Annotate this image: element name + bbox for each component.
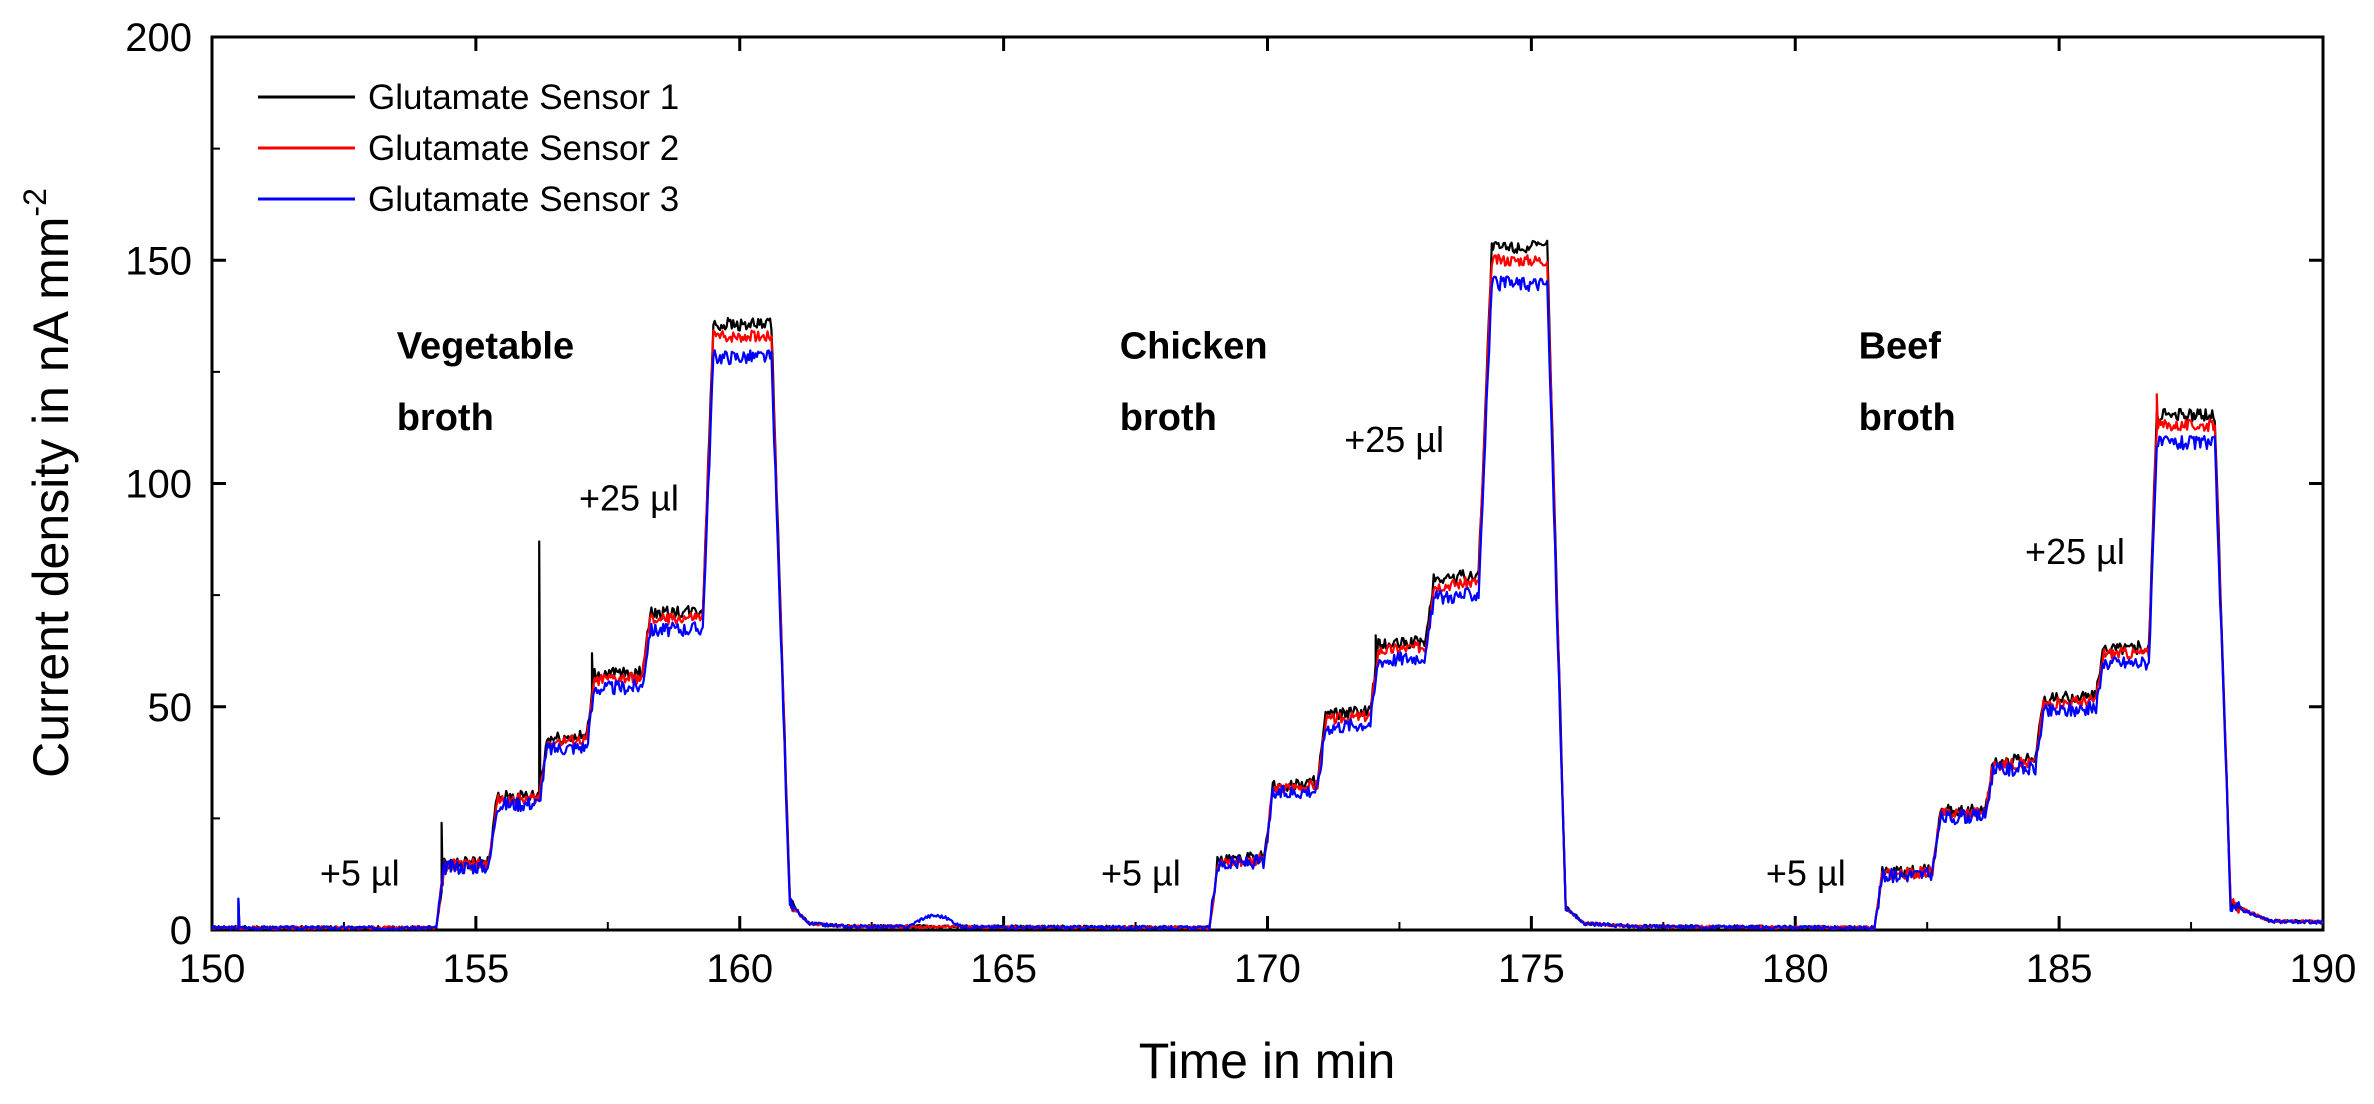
- y-tick-label: 200: [125, 16, 192, 60]
- annotation: +5 µl: [1766, 852, 1846, 893]
- legend: Glutamate Sensor 1 Glutamate Sensor 2 Gl…: [258, 78, 679, 219]
- annotation: broth: [397, 397, 494, 439]
- x-tick-label: 180: [1762, 947, 1829, 991]
- x-axis: 150 155 160 165 170 175 180 185 190: [179, 37, 2357, 991]
- annotation: +25 µl: [1344, 419, 1444, 460]
- annotation: +25 µl: [579, 477, 679, 518]
- y-tick-label: 100: [125, 463, 192, 507]
- x-tick-label: 175: [1498, 947, 1565, 991]
- annotation: broth: [1120, 397, 1217, 439]
- annotation: Chicken: [1120, 325, 1268, 367]
- series-line-sensor-3: [211, 275, 2324, 931]
- y-tick-label: 150: [125, 239, 192, 283]
- legend-label-sensor-1: Glutamate Sensor 1: [368, 78, 679, 117]
- annotation: Beef: [1859, 325, 1942, 367]
- y-tick-label: 50: [148, 686, 193, 730]
- annotations: +5 µl +25 µl Vegetable broth +5 µl +25 µl Chic…: [320, 325, 2125, 893]
- y-tick-label: 0: [170, 909, 192, 953]
- x-tick-label: 185: [2026, 947, 2093, 991]
- x-tick-label: 170: [1234, 947, 1301, 991]
- y-axis-title-sup: -2: [17, 188, 53, 216]
- annotation: +5 µl: [1101, 852, 1181, 893]
- x-tick-label: 190: [2290, 947, 2357, 991]
- annotation: +25 µl: [2025, 531, 2125, 572]
- legend-label-sensor-2: Glutamate Sensor 2: [368, 129, 679, 168]
- legend-label-sensor-3: Glutamate Sensor 3: [368, 180, 679, 219]
- x-tick-label: 160: [706, 947, 773, 991]
- y-axis: 0 50 100 150 200: [125, 16, 2323, 953]
- x-tick-label: 165: [970, 947, 1037, 991]
- series-layer: [211, 239, 2324, 931]
- x-tick-label: 150: [179, 947, 246, 991]
- y-axis-title-main: Current density in nA mm: [23, 217, 79, 778]
- x-axis-title: Time in min: [1139, 1033, 1396, 1089]
- x-tick-label: 155: [443, 947, 510, 991]
- annotation: +5 µl: [320, 852, 400, 893]
- annotation: Vegetable: [397, 325, 574, 367]
- y-axis-title: Current density in nA mm-2: [17, 188, 79, 778]
- annotation: broth: [1859, 397, 1956, 439]
